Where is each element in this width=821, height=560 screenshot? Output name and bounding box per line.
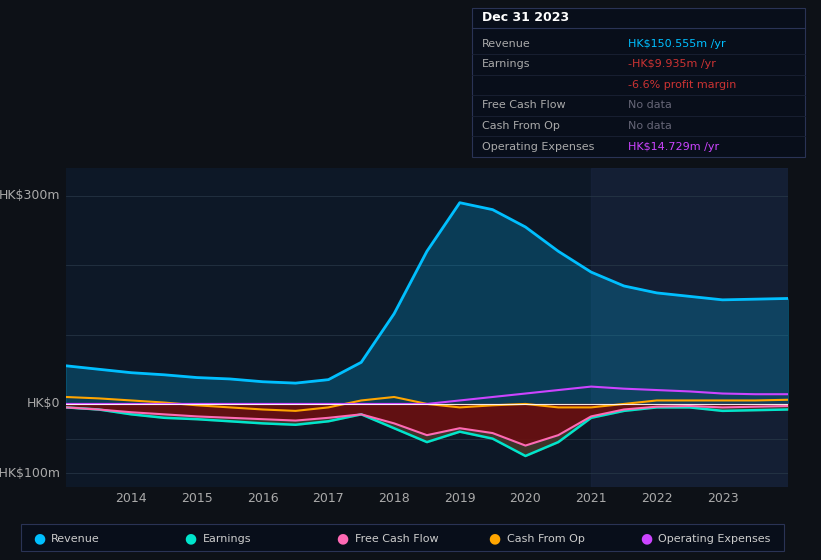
Text: Earnings: Earnings — [203, 534, 251, 544]
Text: ●: ● — [488, 532, 501, 545]
Bar — [591, 168, 821, 487]
Text: No data: No data — [628, 121, 672, 131]
Text: No data: No data — [628, 100, 672, 110]
Text: Cash From Op: Cash From Op — [482, 121, 560, 131]
Text: Operating Expenses: Operating Expenses — [658, 534, 771, 544]
Text: ●: ● — [337, 532, 349, 545]
Text: Revenue: Revenue — [51, 534, 99, 544]
Text: ●: ● — [640, 532, 653, 545]
Text: Revenue: Revenue — [482, 39, 530, 49]
Text: Free Cash Flow: Free Cash Flow — [355, 534, 438, 544]
Text: HK$300m: HK$300m — [0, 189, 61, 202]
Text: HK$0: HK$0 — [27, 398, 61, 410]
Text: Cash From Op: Cash From Op — [507, 534, 585, 544]
Text: Operating Expenses: Operating Expenses — [482, 142, 594, 152]
Text: Earnings: Earnings — [482, 59, 530, 69]
Text: -6.6% profit margin: -6.6% profit margin — [628, 80, 736, 90]
Text: HK$14.729m /yr: HK$14.729m /yr — [628, 142, 719, 152]
Text: -HK$100m: -HK$100m — [0, 467, 61, 480]
Text: HK$150.555m /yr: HK$150.555m /yr — [628, 39, 726, 49]
Text: ●: ● — [33, 532, 45, 545]
Text: ●: ● — [185, 532, 197, 545]
Text: -HK$9.935m /yr: -HK$9.935m /yr — [628, 59, 716, 69]
Text: Free Cash Flow: Free Cash Flow — [482, 100, 566, 110]
Text: Dec 31 2023: Dec 31 2023 — [482, 11, 569, 24]
